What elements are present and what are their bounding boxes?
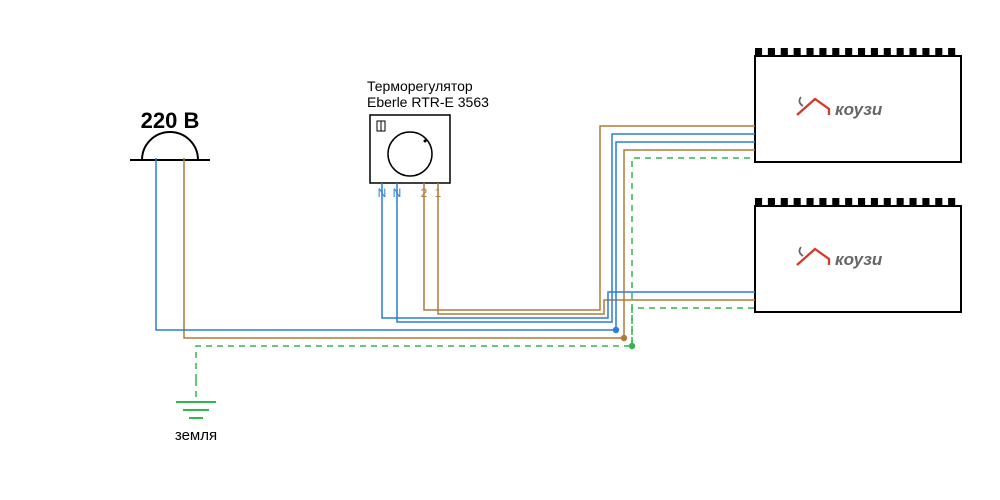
thermostat-body [370, 115, 450, 183]
logo-text-2: коузи [835, 250, 883, 269]
thermostat-indicator [424, 140, 427, 143]
voltage-label: 220 В [141, 108, 200, 133]
wire-brown-2 [438, 183, 755, 314]
wire-blue-0 [156, 142, 755, 330]
wiring-diagram: 220 ВТерморегуляторEberle RTR-E 3563NN21… [0, 0, 1000, 500]
wire-brown-1 [424, 126, 755, 310]
junction-0 [613, 327, 619, 333]
heater-fins-1 [755, 48, 955, 56]
junction-1 [621, 335, 627, 341]
wire-green-1 [632, 308, 755, 346]
logo-text-1: коузи [835, 100, 883, 119]
thermo-title-1: Терморегулятор [367, 78, 473, 94]
power-source [142, 132, 198, 160]
thermostat-dial [388, 132, 432, 176]
heater-fins-2 [755, 198, 955, 206]
thermo-title-2: Eberle RTR-E 3563 [367, 94, 489, 110]
ground-label: земля [175, 427, 217, 444]
junction-2 [629, 343, 635, 349]
wire-green-0 [196, 158, 755, 380]
